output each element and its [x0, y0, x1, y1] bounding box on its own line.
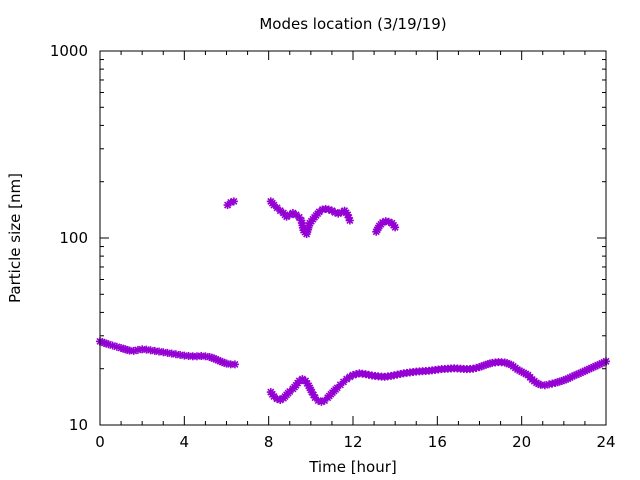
- x-tick-label: 12: [343, 433, 362, 451]
- x-tick-label: 20: [512, 433, 531, 451]
- data-point: [184, 351, 193, 360]
- data-point: [229, 197, 238, 206]
- y-tick-label: 10: [69, 416, 88, 434]
- x-tick-label: 8: [264, 433, 274, 451]
- x-axis-label: Time [hour]: [308, 458, 397, 476]
- x-tick-label: 4: [180, 433, 190, 451]
- y-tick-label: 100: [59, 229, 88, 247]
- x-tick-label: 0: [95, 433, 105, 451]
- y-axis-label: Particle size [nm]: [6, 173, 24, 303]
- data-point: [391, 223, 400, 232]
- data-point: [230, 360, 239, 369]
- x-tick-label: 16: [428, 433, 447, 451]
- plot-frame: [99, 50, 607, 426]
- chart-title: Modes location (3/19/19): [259, 15, 446, 33]
- data-point: [311, 393, 320, 402]
- data-points: [96, 197, 611, 406]
- x-tick-label: 24: [596, 433, 615, 451]
- tick-labels: 0 4 8 12 16 20 24 10 100 1000: [50, 42, 616, 451]
- data-point: [345, 216, 354, 225]
- y-tick-label: 1000: [50, 42, 88, 60]
